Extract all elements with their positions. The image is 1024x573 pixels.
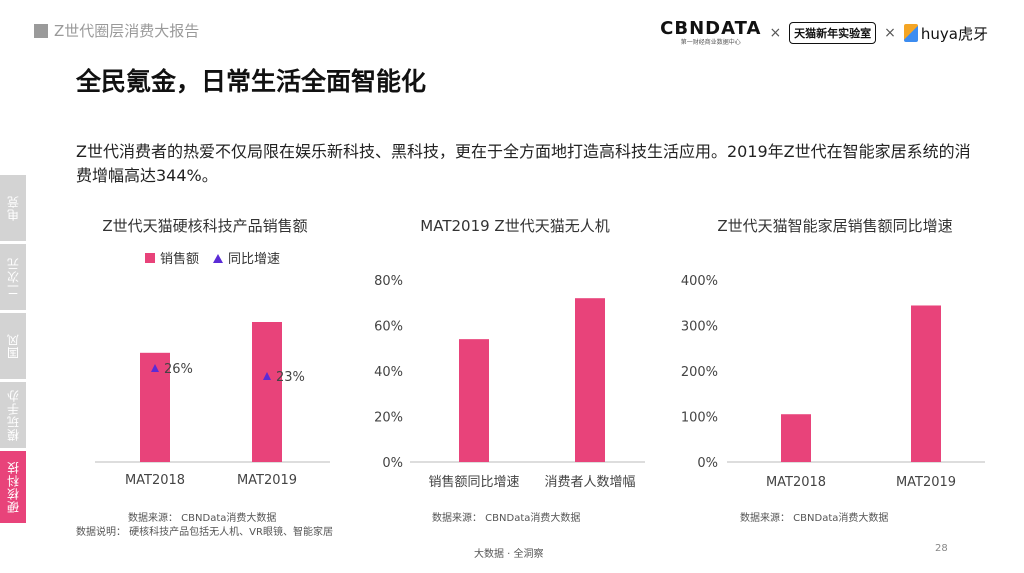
report-title: Z世代圈层消费大报告 (54, 22, 200, 40)
footer-slogan: 大数据 · 全洞察 (474, 549, 544, 560)
page-title: 全民氪金，日常生活全面智能化 (76, 67, 427, 96)
chart3-bar-2 (911, 305, 941, 462)
chart2-x-tick: 消费者人数增幅 (544, 475, 635, 490)
chart2-source-note: 数据来源： CBNData消费大数据 (432, 513, 581, 524)
chart1-legend: 销售额 同比增速 (145, 248, 280, 267)
chart3-y-tick: 100% (681, 411, 718, 426)
legend-label-sales: 销售额 (160, 252, 200, 267)
tmall-lab-logo: 天猫新年实验室 (789, 22, 877, 44)
chart1-growth-label-2: 23% (276, 370, 305, 385)
chart1-bar-2 (252, 322, 282, 462)
cbndata-logo-subtext: 第一财经商业数据中心 (680, 39, 741, 46)
legend-item-sales: 销售额 (145, 248, 199, 267)
intro-paragraph: Z世代消费者的热爱不仅局限在娱乐新科技、黑科技，更在于全方面地打造高科技生活应用… (76, 142, 971, 185)
chart3-y-tick: 0% (697, 456, 718, 471)
chart1-x-tick: MAT2018 (125, 473, 185, 488)
cbndata-logo-text: CBNDATA (660, 18, 762, 39)
report-mark (34, 24, 48, 38)
chart3-title: Z世代天猫智能家居销售额同比增速 (717, 217, 953, 235)
chart2-y-tick: 40% (374, 365, 403, 380)
chart2-y-tick: 20% (374, 411, 403, 426)
chart3-y-tick: 400% (681, 274, 718, 289)
chart2-bar-2 (575, 298, 605, 462)
huya-logo: huya虎牙 (903, 23, 988, 44)
chart1-desc-note: 数据说明： 硬核科技产品包括无人机、VR眼镜、智能家居 (76, 527, 333, 538)
chart3-bar-1 (781, 414, 811, 462)
legend-item-growth: 同比增速 (213, 248, 280, 267)
legend-marker-growth (213, 254, 224, 263)
cbndata-logo: CBNDATA 第一财经商业数据中心 (660, 20, 761, 46)
times-sign: × (769, 25, 782, 41)
legend-swatch-sales (145, 253, 155, 263)
chart3-x-tick: MAT2018 (766, 475, 826, 490)
chart2-x-tick: 销售额同比增速 (428, 474, 519, 490)
chart3-source-note: 数据来源： CBNData消费大数据 (740, 513, 889, 524)
chart2-y-tick: 80% (374, 274, 403, 289)
page-number: 28 (935, 543, 948, 554)
chart2-bar-1 (459, 339, 489, 462)
chart2-y-tick: 60% (374, 320, 403, 335)
chart3-y-tick: 200% (681, 365, 718, 380)
chart1-growth-marker-2 (263, 372, 271, 380)
chart1-growth-label-1: 26% (164, 362, 193, 377)
chart1-growth-marker-1 (151, 364, 159, 372)
legend-label-growth: 同比增速 (228, 252, 281, 267)
huya-logo-text: huya虎牙 (920, 24, 988, 43)
huya-icon (903, 24, 918, 42)
chart2-title: MAT2019 Z世代天猫无人机 (420, 217, 610, 235)
partner-logos: CBNDATA 第一财经商业数据中心 × 天猫新年实验室 × huya虎牙 (660, 18, 988, 48)
chart1-x-tick: MAT2019 (237, 473, 297, 488)
chart1-source-note: 数据来源： CBNData消费大数据 (128, 513, 277, 524)
chart2-y-tick: 0% (382, 456, 403, 471)
chart3-x-tick: MAT2019 (896, 475, 956, 490)
chart1-title: Z世代天猫硬核科技产品销售额 (102, 217, 308, 235)
times-sign: × (884, 25, 896, 41)
chart3-y-tick: 300% (681, 320, 718, 335)
